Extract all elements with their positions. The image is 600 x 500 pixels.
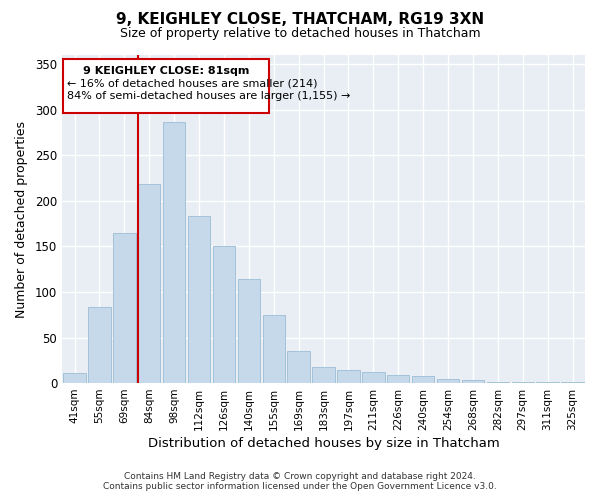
Bar <box>238 279 260 383</box>
Bar <box>487 382 509 383</box>
Text: 9 KEIGHLEY CLOSE: 81sqm: 9 KEIGHLEY CLOSE: 81sqm <box>83 66 249 76</box>
Bar <box>437 378 459 383</box>
Bar <box>536 382 559 383</box>
Bar <box>287 351 310 383</box>
Bar <box>412 376 434 383</box>
Bar <box>562 382 584 383</box>
Text: 84% of semi-detached houses are larger (1,155) →: 84% of semi-detached houses are larger (… <box>67 92 350 102</box>
Bar <box>313 366 335 383</box>
Text: Size of property relative to detached houses in Thatcham: Size of property relative to detached ho… <box>119 28 481 40</box>
Text: 9, KEIGHLEY CLOSE, THATCHAM, RG19 3XN: 9, KEIGHLEY CLOSE, THATCHAM, RG19 3XN <box>116 12 484 28</box>
Bar <box>88 306 110 383</box>
Bar <box>462 380 484 383</box>
X-axis label: Distribution of detached houses by size in Thatcham: Distribution of detached houses by size … <box>148 437 499 450</box>
Text: Contains HM Land Registry data © Crown copyright and database right 2024.: Contains HM Land Registry data © Crown c… <box>124 472 476 481</box>
Text: Contains public sector information licensed under the Open Government Licence v3: Contains public sector information licen… <box>103 482 497 491</box>
Bar <box>188 216 210 383</box>
Bar <box>337 370 359 383</box>
Bar <box>263 314 285 383</box>
Bar <box>213 246 235 383</box>
Bar <box>64 373 86 383</box>
Bar <box>512 382 534 383</box>
Y-axis label: Number of detached properties: Number of detached properties <box>15 120 28 318</box>
Bar <box>113 232 136 383</box>
Bar <box>362 372 385 383</box>
FancyBboxPatch shape <box>64 58 269 114</box>
Bar <box>138 184 160 383</box>
Bar <box>387 375 409 383</box>
Text: ← 16% of detached houses are smaller (214): ← 16% of detached houses are smaller (21… <box>67 78 317 88</box>
Bar <box>163 122 185 383</box>
